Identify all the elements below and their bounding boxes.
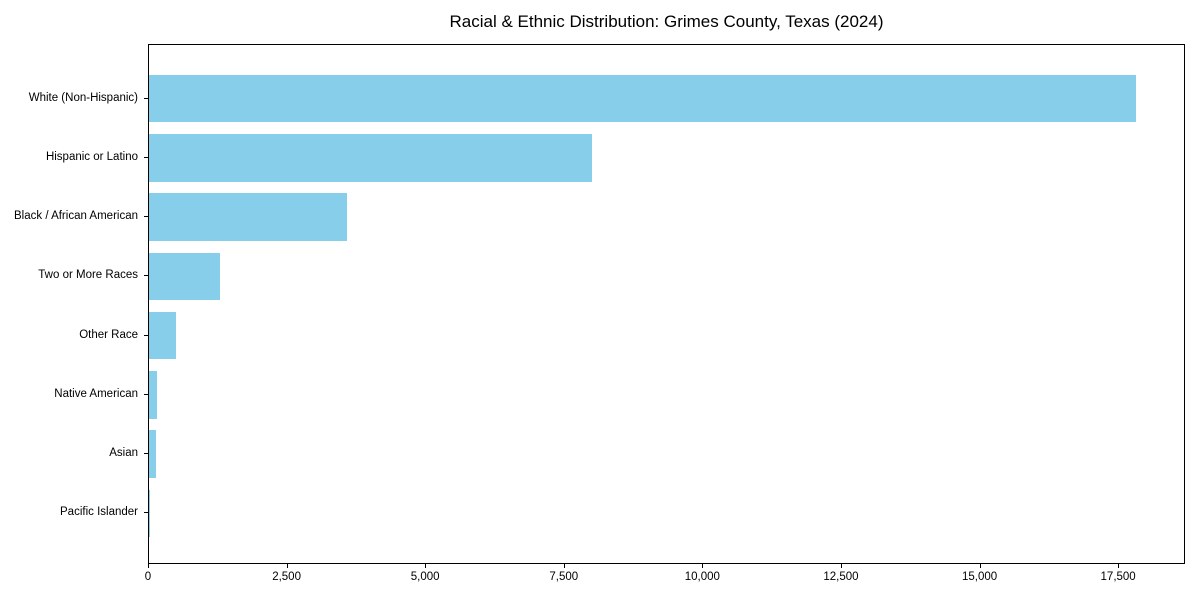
y-tick-label: Two or More Races [38, 269, 138, 282]
x-tick-label: 10,000 [684, 571, 720, 583]
y-tick-label: Hispanic or Latino [45, 150, 138, 163]
bar-native-american [149, 371, 158, 419]
bar-black-african-american [149, 193, 348, 241]
x-tick-mark [148, 564, 149, 568]
y-tick-mark [144, 275, 148, 276]
bar-hispanic-or-latino [149, 134, 593, 182]
x-tick-mark [702, 564, 704, 568]
bar-pacific-islander [149, 489, 150, 538]
chart-title: Racial & Ethnic Distribution: Grimes Cou… [449, 12, 884, 31]
x-tick-label: 7,500 [549, 571, 579, 583]
y-tick-label: Black / African American [14, 210, 138, 223]
x-tick-mark [286, 564, 288, 568]
y-tick-label: Native American [54, 387, 138, 400]
bar-other-race [149, 311, 177, 360]
y-tick-label: Pacific Islander [60, 506, 138, 519]
x-tick-label: 17,500 [1100, 571, 1136, 583]
y-tick-mark [144, 512, 148, 513]
x-tick-mark [1118, 564, 1120, 568]
x-tick-label: 15,000 [961, 571, 998, 583]
y-tick-mark [144, 394, 148, 395]
x-tick-mark [563, 564, 565, 568]
y-tick-mark [144, 157, 148, 158]
y-tick-label: Asian [109, 447, 138, 460]
x-tick-label: 0 [144, 571, 152, 583]
y-tick-mark [144, 98, 148, 99]
bar-asian [149, 430, 157, 478]
x-tick-label: 12,500 [823, 571, 859, 583]
y-tick-label: White (Non-Hispanic) [28, 91, 138, 104]
y-tick-label: Other Race [79, 328, 138, 341]
x-tick-label: 5,000 [410, 571, 440, 583]
y-tick-mark [144, 453, 148, 454]
plot-area [148, 44, 1185, 564]
x-tick-mark [979, 564, 981, 568]
x-tick-label: 2,500 [272, 571, 301, 583]
x-tick-mark [425, 564, 427, 568]
bar-white-non-hispanic [149, 74, 1136, 123]
bar-two-or-more-races [149, 252, 220, 301]
x-tick-mark [840, 564, 842, 568]
y-tick-mark [144, 216, 148, 217]
y-tick-mark [144, 335, 148, 336]
